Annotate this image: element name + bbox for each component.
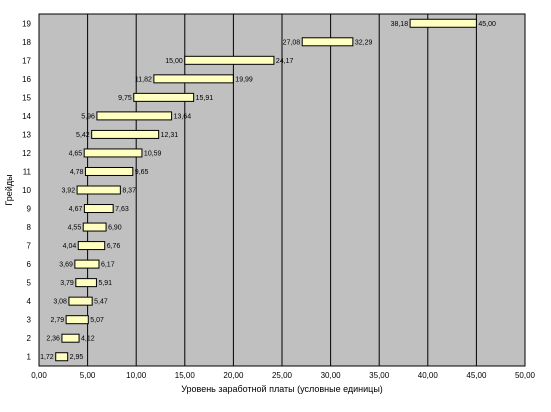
min-label: 38,18 (391, 21, 409, 28)
range-bar-grade-9 (83, 204, 114, 214)
min-label: 2,36 (46, 336, 60, 343)
y-tick-label: 14 (22, 112, 31, 121)
min-label: 3,92 (61, 188, 75, 195)
max-label: 6,76 (107, 243, 121, 250)
range-bar-grade-7 (77, 241, 106, 251)
y-axis-title: Грейды (4, 174, 14, 205)
range-bar-grade-17 (184, 55, 275, 65)
range-bar-grade-8 (82, 222, 107, 232)
range-bar-grade-2 (61, 333, 80, 343)
x-tick-label: 25,00 (272, 371, 293, 380)
y-tick-label: 13 (22, 130, 31, 139)
y-tick-label: 9 (27, 205, 32, 214)
min-label: 4,67 (69, 206, 83, 213)
range-bar-grade-11 (84, 166, 134, 176)
max-label: 8,37 (122, 188, 136, 195)
data-labels: 1,72 2,95 2,36 4,12 2,79 5,07 3,08 5,47 3,79 5,91… (40, 21, 496, 361)
range-bar-grade-4 (68, 296, 93, 306)
range-bar-grade-19 (409, 18, 477, 28)
max-label: 7,63 (115, 206, 129, 213)
min-label: 4,55 (68, 225, 82, 232)
min-label: 4,78 (70, 169, 84, 176)
max-label: 10,59 (144, 150, 162, 157)
y-tick-label: 7 (27, 242, 32, 251)
min-label: 11,82 (135, 76, 152, 83)
range-bar-grade-6 (74, 259, 100, 269)
x-tick-labels: 0,00 5,00 10,00 15,00 20,00 25,00 30,00 35,00 40… (31, 371, 535, 380)
x-tick-label: 35,00 (369, 371, 390, 380)
max-label: 4,12 (81, 336, 95, 343)
min-label: 3,79 (60, 280, 74, 287)
range-bar-grade-13 (91, 129, 160, 139)
max-label: 13,64 (174, 113, 192, 120)
grid-lines (87, 14, 477, 366)
max-label: 6,17 (101, 262, 115, 269)
x-tick-label: 45,00 (466, 371, 487, 380)
y-tick-label: 4 (27, 297, 32, 306)
max-label: 5,91 (98, 280, 112, 287)
x-tick-label: 50,00 (515, 371, 536, 380)
x-axis-title: Уровень заработной платы (условные едини… (181, 384, 383, 394)
y-tick-label: 1 (27, 353, 32, 362)
x-tick-label: 10,00 (126, 371, 147, 380)
min-label: 5,42 (76, 132, 90, 139)
min-label: 4,65 (69, 150, 83, 157)
y-tick-label: 19 (22, 19, 31, 28)
min-label: 3,69 (59, 262, 73, 269)
x-tick-label: 5,00 (80, 371, 96, 380)
max-label: 15,91 (196, 95, 214, 102)
x-tick-label: 15,00 (175, 371, 196, 380)
max-label: 45,00 (478, 21, 496, 28)
max-label: 5,47 (94, 299, 108, 306)
range-bar-grade-18 (301, 37, 354, 47)
y-tick-label: 6 (27, 260, 32, 269)
max-label: 32,29 (355, 39, 373, 46)
max-label: 24,17 (276, 58, 294, 65)
y-tick-label: 5 (27, 279, 32, 288)
min-label: 2,79 (50, 317, 64, 324)
x-tick-label: 20,00 (223, 371, 244, 380)
range-bars (55, 18, 477, 362)
range-bar-grade-10 (76, 185, 121, 195)
range-bar-grade-16 (153, 74, 234, 84)
min-label: 5,96 (81, 113, 95, 120)
y-tick-label: 3 (27, 316, 32, 325)
x-tick-label: 30,00 (321, 371, 342, 380)
y-tick-label: 18 (22, 38, 31, 47)
y-tick-label: 12 (22, 149, 31, 158)
y-tick-label: 10 (22, 186, 31, 195)
x-tick-label: 0,00 (31, 371, 47, 380)
y-tick-label: 16 (22, 75, 31, 84)
range-bar-grade-12 (83, 148, 143, 158)
range-bar-grade-14 (96, 111, 173, 121)
x-tick-label: 40,00 (418, 371, 439, 380)
range-bar-grade-15 (133, 92, 195, 102)
y-tick-label: 17 (22, 56, 31, 65)
range-bar-grade-1 (55, 352, 69, 362)
min-label: 1,72 (40, 354, 54, 361)
max-label: 2,95 (70, 354, 84, 361)
max-label: 19,99 (235, 76, 253, 83)
max-label: 6,90 (108, 225, 122, 232)
max-label: 12,31 (161, 132, 179, 139)
range-bar-grade-5 (75, 278, 97, 288)
max-label: 9,65 (135, 169, 149, 176)
min-label: 27,08 (283, 39, 301, 46)
y-tick-label: 8 (27, 223, 32, 232)
y-tick-label: 2 (27, 334, 32, 343)
range-bar-grade-3 (65, 315, 89, 325)
min-label: 4,04 (63, 243, 77, 250)
min-label: 9,75 (118, 95, 132, 102)
y-tick-label: 15 (22, 93, 31, 102)
min-label: 15,00 (165, 58, 183, 65)
max-label: 5,07 (90, 317, 104, 324)
min-label: 3,08 (53, 299, 67, 306)
y-tick-label: 11 (23, 167, 32, 176)
